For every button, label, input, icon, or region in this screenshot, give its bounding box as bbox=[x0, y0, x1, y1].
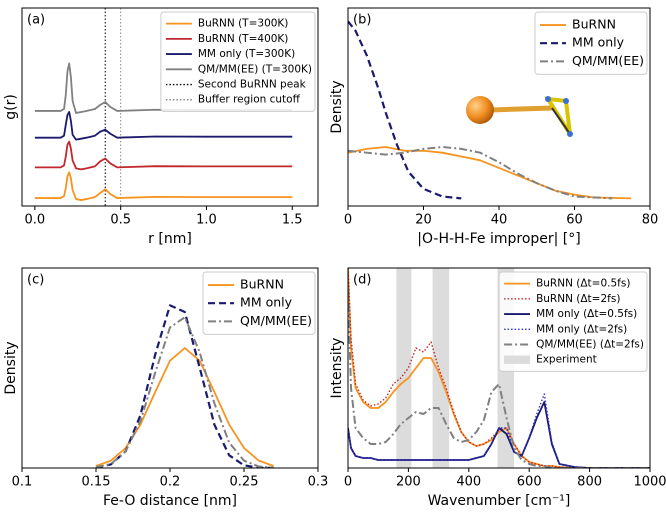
experiment-band bbox=[432, 268, 450, 468]
series-line bbox=[348, 393, 650, 468]
x-tick-label: 0.3 bbox=[308, 475, 329, 490]
axes-frame bbox=[21, 7, 319, 207]
x-tick-label: 1.5 bbox=[282, 213, 303, 228]
legend-label: MM only (T=300K) bbox=[198, 48, 295, 60]
legend-label: BuRNN bbox=[240, 277, 284, 292]
panel: 0.1 0.15 0.2 0.25 0.3 Fe-O distance [nm] Densi… bbox=[3, 267, 329, 509]
panel-label: (b) bbox=[353, 13, 371, 28]
atom bbox=[567, 131, 573, 137]
legend-label: Experiment bbox=[536, 354, 597, 366]
x-tick-label: 400 bbox=[456, 475, 481, 490]
x-tick-label: 1000 bbox=[633, 475, 666, 490]
legend-label: QM/MM(EE) bbox=[240, 313, 312, 328]
legend-label: MM only (Δt=0.5fs) bbox=[536, 308, 637, 320]
panel-label: (d) bbox=[353, 273, 371, 288]
x-tick-label: 0.15 bbox=[82, 475, 111, 490]
panel-label: (c) bbox=[27, 273, 44, 288]
x-axis-label: Fe-O distance [nm] bbox=[103, 493, 237, 509]
legend-label: MM only bbox=[240, 295, 293, 310]
series-line bbox=[95, 347, 274, 467]
legend-label: QM/MM(EE) (T=300K) bbox=[198, 63, 312, 75]
experiment-band bbox=[396, 268, 412, 468]
series-line bbox=[34, 62, 293, 114]
y-axis-label: Density bbox=[329, 80, 345, 133]
y-axis-label: Intensity bbox=[329, 338, 345, 399]
legend-label: QM/MM(EE) bbox=[572, 53, 644, 68]
legend-label: BuRNN (Δt=0.5fs) bbox=[536, 278, 630, 290]
legend-label: BuRNN bbox=[572, 17, 616, 32]
panel: 0.0 0.5 1.0 1.5r [nm]g(r)(a) BuRNN (T=300K)B… bbox=[3, 7, 319, 247]
axes-frame bbox=[347, 267, 651, 469]
series-line bbox=[348, 20, 462, 200]
legend: BuRNN MM only QM/MM(EE) bbox=[202, 271, 316, 335]
x-tick-label: 80 bbox=[642, 213, 659, 228]
x-tick-label: 60 bbox=[566, 213, 583, 228]
legend-box bbox=[498, 271, 648, 372]
legend-label: MM only (Δt=2fs) bbox=[536, 323, 627, 335]
panel: 0 20 40 60 80 |O-H-H-Fe improper| [°] Density (… bbox=[329, 7, 659, 247]
legend: BuRNN (Δt=0.5fs) BuRNN (Δt=2fs) MM only (Δ… bbox=[498, 271, 648, 372]
y-axis-label: g(r) bbox=[3, 94, 19, 120]
legend: BuRNN (T=300K) BuRNN (T=400K) MM only (T=3… bbox=[160, 11, 316, 112]
legend-label: QM/MM(EE) (Δt=2fs) bbox=[536, 339, 644, 351]
series-line bbox=[348, 146, 632, 200]
x-tick-label: 200 bbox=[396, 475, 421, 490]
fe-atom bbox=[466, 96, 494, 124]
x-tick-label: 0.2 bbox=[160, 475, 181, 490]
x-tick-label: 40 bbox=[491, 213, 508, 228]
y-axis-label: Density bbox=[3, 341, 19, 394]
series-line bbox=[95, 316, 274, 468]
x-tick-label: 0.5 bbox=[110, 213, 131, 228]
series-line bbox=[34, 111, 293, 141]
x-axis-label: Wavenumber [cm⁻¹] bbox=[428, 493, 571, 509]
x-axis-label: |O-H-H-Fe improper| [°] bbox=[417, 231, 580, 247]
legend-label: BuRNN (Δt=2fs) bbox=[536, 293, 620, 305]
legend: BuRNN MM only QM/MM(EE) bbox=[534, 11, 648, 75]
legend-label: BuRNN (T=300K) bbox=[198, 18, 289, 30]
atom bbox=[545, 96, 551, 102]
series-line bbox=[34, 140, 293, 171]
molecule-inset bbox=[466, 96, 573, 137]
series-line bbox=[34, 171, 293, 201]
x-tick-label: 0 bbox=[344, 213, 352, 228]
bond bbox=[551, 107, 571, 135]
legend-box bbox=[534, 11, 648, 75]
legend-box bbox=[160, 11, 316, 112]
legend-label: MM only bbox=[572, 35, 625, 50]
x-tick-label: 800 bbox=[577, 475, 602, 490]
legend-box bbox=[202, 271, 316, 335]
panel-label: (a) bbox=[27, 13, 45, 28]
legend-label: Second BuRNN peak bbox=[198, 79, 307, 91]
legend-handle bbox=[504, 355, 531, 364]
x-tick-label: 1.0 bbox=[196, 213, 217, 228]
legend-label: Buffer region cutoff bbox=[198, 94, 301, 106]
panel: 0 200 400 600 800 1000 Wavenumber [cm⁻¹] Intens… bbox=[329, 267, 666, 509]
atom bbox=[563, 98, 569, 104]
x-axis-label: r [nm] bbox=[148, 231, 192, 247]
legend-label: BuRNN (T=400K) bbox=[198, 33, 289, 45]
x-tick-label: 20 bbox=[415, 213, 432, 228]
x-tick-label: 0.25 bbox=[230, 475, 259, 490]
series-line bbox=[348, 145, 613, 200]
x-tick-label: 600 bbox=[517, 475, 542, 490]
x-tick-label: 0 bbox=[344, 475, 352, 490]
x-tick-label: 0.0 bbox=[25, 213, 46, 228]
x-tick-label: 0.1 bbox=[12, 475, 33, 490]
series-line bbox=[348, 287, 650, 468]
bond bbox=[489, 105, 553, 113]
